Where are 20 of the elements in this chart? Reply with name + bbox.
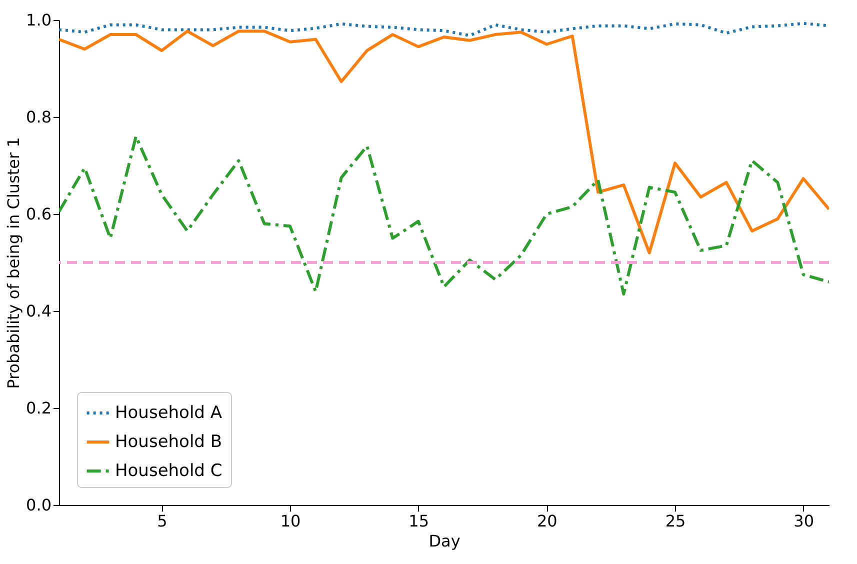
x-tick-label: 30: [794, 512, 814, 530]
legend-label: Household B: [115, 432, 222, 452]
x-tick-label: 15: [408, 512, 430, 530]
x-tick-label: 10: [280, 512, 301, 530]
x-tick-label: 5: [157, 512, 168, 530]
line-series: [59, 134, 829, 296]
x-tick-label: 20: [536, 512, 558, 530]
legend-label: Household C: [115, 461, 222, 481]
legend-label: Household A: [115, 403, 222, 423]
x-axis-title: Day: [428, 532, 460, 550]
x-tick-label: 25: [665, 512, 686, 530]
line-series: [59, 30, 829, 254]
line-series: [59, 22, 829, 38]
y-tick-label: 0.6: [26, 204, 52, 224]
y-tick-label: 1.0: [26, 10, 52, 30]
y-tick-label: 0.4: [26, 302, 52, 320]
y-tick-label: 0.2: [26, 398, 52, 418]
y-tick-label: 0.0: [26, 496, 52, 514]
y-tick-label: 0.8: [26, 108, 52, 126]
y-axis-title: Probability of being in Cluster 1: [4, 137, 24, 389]
